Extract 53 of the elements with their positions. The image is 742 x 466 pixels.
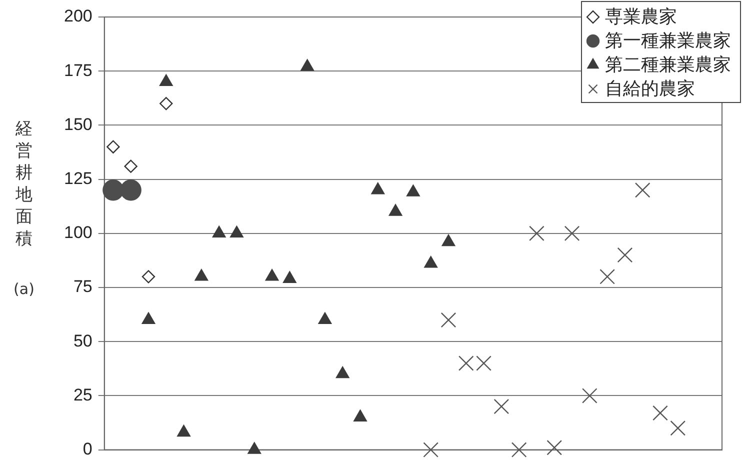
y-tick-label: 0 [82, 439, 92, 458]
point [440, 312, 456, 328]
point [424, 256, 438, 268]
point [300, 59, 314, 71]
point [458, 356, 474, 371]
point [617, 247, 633, 263]
point [265, 269, 279, 281]
point [318, 312, 332, 324]
y-tick-label: 125 [64, 168, 92, 188]
point [120, 180, 142, 201]
point [230, 226, 244, 238]
point [442, 234, 456, 246]
point [102, 180, 124, 201]
point [354, 410, 367, 422]
legend-label: 専業農家 [605, 6, 677, 28]
point [194, 269, 208, 281]
y-tick-label: 200 [64, 6, 92, 26]
y-tick-label: 100 [64, 223, 92, 242]
point [564, 226, 580, 242]
y-tick-label: 25 [73, 385, 92, 404]
point [371, 182, 385, 194]
y-tick-label: 175 [64, 60, 92, 80]
y-tick-label: 150 [64, 114, 92, 134]
point [406, 184, 420, 196]
point [529, 226, 544, 242]
point [336, 366, 350, 378]
y-tick-label: 50 [73, 331, 92, 350]
point [546, 440, 562, 456]
point [652, 405, 668, 421]
point [160, 96, 173, 110]
legend-label: 第一種兼業農家 [605, 30, 731, 52]
point [106, 140, 120, 154]
point [124, 160, 138, 173]
y-tick-label: 75 [73, 277, 92, 296]
point [476, 356, 492, 371]
point [212, 226, 226, 238]
point [582, 388, 598, 404]
point [248, 442, 262, 454]
point [142, 270, 156, 284]
point [142, 312, 156, 324]
legend-label: 第二種兼業農家 [605, 54, 731, 76]
point [177, 424, 190, 437]
point [388, 204, 402, 216]
legend-label: 自給的農家 [605, 78, 695, 100]
point [282, 271, 296, 283]
point [600, 269, 615, 284]
point [423, 442, 438, 458]
text: 経営耕地面積 (a) [14, 119, 34, 298]
point [634, 182, 650, 198]
point [494, 398, 510, 414]
point [670, 420, 686, 436]
point [511, 442, 527, 458]
point [159, 74, 173, 86]
